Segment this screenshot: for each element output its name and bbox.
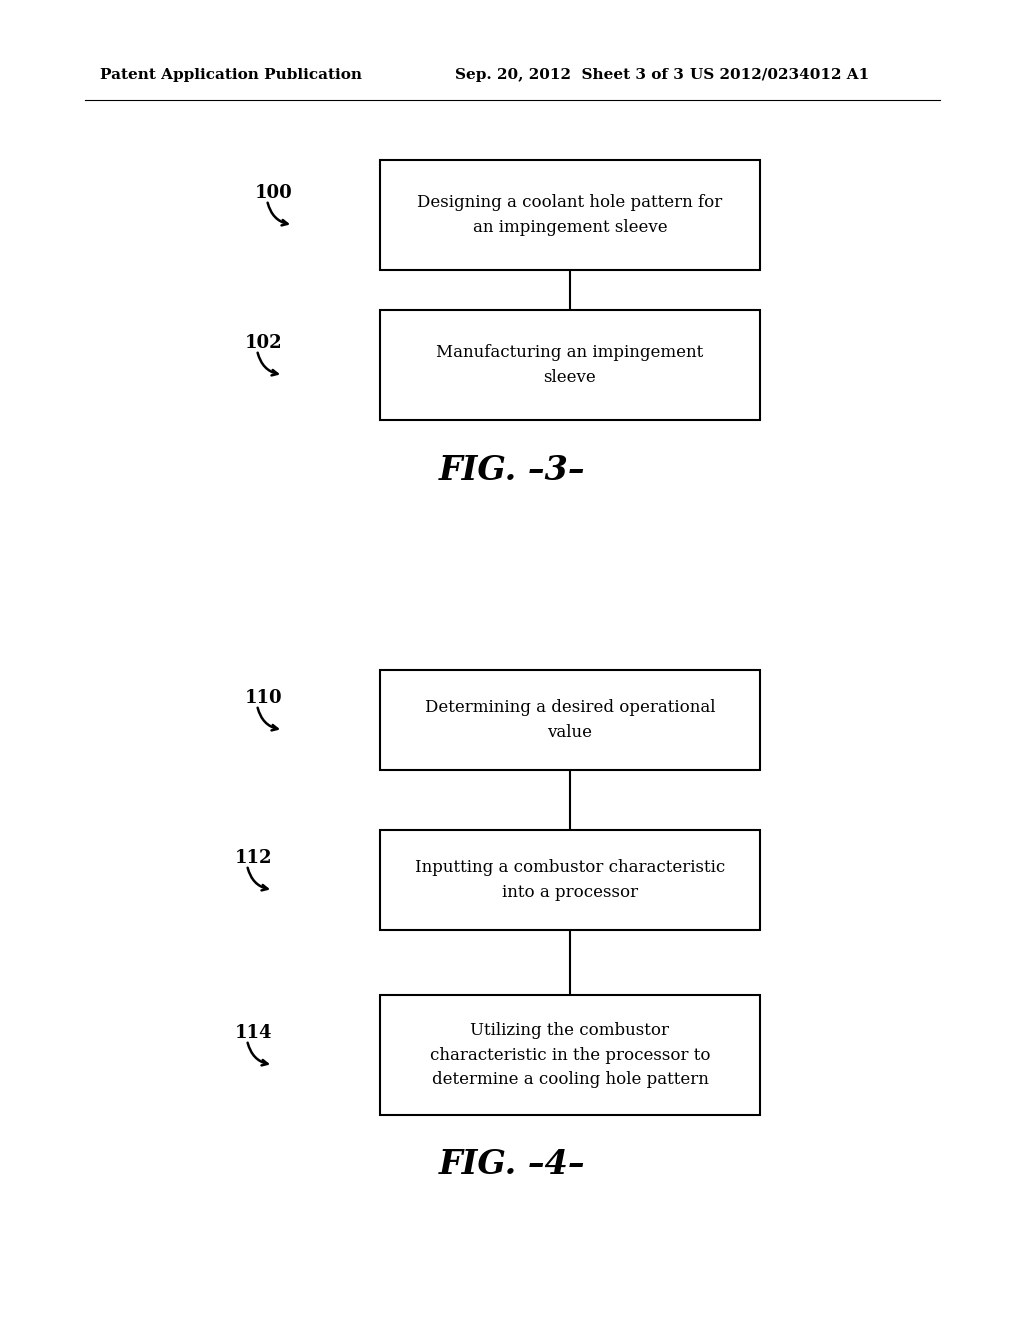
- Text: 114: 114: [234, 1024, 272, 1041]
- Text: Inputting a combustor characteristic
into a processor: Inputting a combustor characteristic int…: [415, 859, 725, 900]
- Text: FIG. –4–: FIG. –4–: [438, 1148, 586, 1181]
- Text: 102: 102: [245, 334, 283, 352]
- FancyBboxPatch shape: [380, 160, 760, 271]
- FancyBboxPatch shape: [380, 310, 760, 420]
- FancyBboxPatch shape: [380, 995, 760, 1115]
- Text: FIG. –3–: FIG. –3–: [438, 454, 586, 487]
- Text: Determining a desired operational
value: Determining a desired operational value: [425, 700, 715, 741]
- Text: 112: 112: [234, 849, 272, 867]
- Text: 100: 100: [255, 183, 293, 202]
- Text: US 2012/0234012 A1: US 2012/0234012 A1: [690, 69, 869, 82]
- Text: Manufacturing an impingement
sleeve: Manufacturing an impingement sleeve: [436, 345, 703, 385]
- Text: Utilizing the combustor
characteristic in the processor to
determine a cooling h: Utilizing the combustor characteristic i…: [430, 1022, 711, 1088]
- Text: Sep. 20, 2012  Sheet 3 of 3: Sep. 20, 2012 Sheet 3 of 3: [455, 69, 684, 82]
- Text: 110: 110: [245, 689, 283, 708]
- FancyBboxPatch shape: [380, 671, 760, 770]
- Text: Patent Application Publication: Patent Application Publication: [100, 69, 362, 82]
- Text: Designing a coolant hole pattern for
an impingement sleeve: Designing a coolant hole pattern for an …: [418, 194, 723, 236]
- FancyBboxPatch shape: [380, 830, 760, 931]
